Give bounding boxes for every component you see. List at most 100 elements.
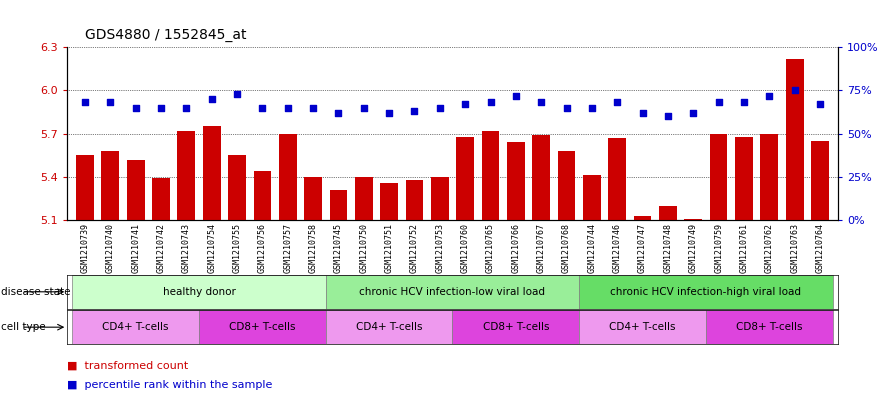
Bar xyxy=(532,135,550,220)
Bar xyxy=(452,310,579,344)
Point xyxy=(458,101,472,107)
Text: cell type: cell type xyxy=(1,322,46,332)
Bar xyxy=(685,219,702,220)
Text: healthy donor: healthy donor xyxy=(162,287,236,297)
Text: GSM1210753: GSM1210753 xyxy=(435,223,444,273)
Bar xyxy=(126,160,144,220)
Point xyxy=(332,110,346,116)
Point xyxy=(534,99,548,106)
Text: GSM1210765: GSM1210765 xyxy=(486,223,495,273)
Text: GSM1210742: GSM1210742 xyxy=(157,223,166,273)
Bar xyxy=(710,134,728,220)
Text: ■  percentile rank within the sample: ■ percentile rank within the sample xyxy=(67,380,272,390)
Text: GSM1210764: GSM1210764 xyxy=(815,223,824,273)
Text: GSM1210740: GSM1210740 xyxy=(106,223,115,273)
Bar xyxy=(786,59,804,220)
Text: GSM1210746: GSM1210746 xyxy=(613,223,622,273)
Text: GDS4880 / 1552845_at: GDS4880 / 1552845_at xyxy=(85,28,246,42)
Bar xyxy=(507,142,525,220)
Point xyxy=(788,87,802,94)
Bar xyxy=(431,177,449,220)
Text: CD8+ T-cells: CD8+ T-cells xyxy=(483,322,549,332)
Bar xyxy=(557,151,575,220)
Text: GSM1210760: GSM1210760 xyxy=(461,223,470,273)
Text: GSM1210762: GSM1210762 xyxy=(765,223,774,273)
Point xyxy=(737,99,751,106)
Bar xyxy=(579,275,832,309)
Text: GSM1210741: GSM1210741 xyxy=(131,223,140,273)
Bar xyxy=(199,310,326,344)
Text: CD4+ T-cells: CD4+ T-cells xyxy=(102,322,168,332)
Point xyxy=(357,105,371,111)
Point xyxy=(711,99,726,106)
Text: GSM1210745: GSM1210745 xyxy=(334,223,343,273)
Bar xyxy=(406,180,423,220)
Point xyxy=(306,105,320,111)
Text: GSM1210752: GSM1210752 xyxy=(410,223,419,273)
Bar xyxy=(326,275,579,309)
Bar xyxy=(73,275,326,309)
Text: GSM1210747: GSM1210747 xyxy=(638,223,647,273)
Point xyxy=(408,108,422,114)
Point xyxy=(280,105,295,111)
Bar xyxy=(305,177,322,220)
Point xyxy=(382,110,396,116)
Bar xyxy=(76,155,94,220)
Bar xyxy=(735,136,753,220)
Text: CD8+ T-cells: CD8+ T-cells xyxy=(737,322,803,332)
Point xyxy=(154,105,168,111)
Bar xyxy=(583,175,600,220)
Text: GSM1210743: GSM1210743 xyxy=(182,223,191,273)
Point xyxy=(483,99,497,106)
Point xyxy=(610,99,625,106)
Text: disease state: disease state xyxy=(1,287,71,297)
Bar xyxy=(73,310,199,344)
Bar xyxy=(254,171,271,220)
Text: GSM1210766: GSM1210766 xyxy=(512,223,521,273)
Text: GSM1210758: GSM1210758 xyxy=(308,223,317,273)
Bar xyxy=(579,310,706,344)
Text: GSM1210761: GSM1210761 xyxy=(739,223,748,273)
Text: GSM1210744: GSM1210744 xyxy=(588,223,597,273)
Point xyxy=(78,99,92,106)
Text: GSM1210749: GSM1210749 xyxy=(689,223,698,273)
Text: GSM1210767: GSM1210767 xyxy=(537,223,546,273)
Text: GSM1210768: GSM1210768 xyxy=(562,223,571,273)
Bar xyxy=(456,136,474,220)
Bar xyxy=(608,138,626,220)
Bar xyxy=(706,310,832,344)
Bar xyxy=(177,131,195,220)
Point xyxy=(559,105,573,111)
Point xyxy=(509,92,523,99)
Text: GSM1210754: GSM1210754 xyxy=(207,223,216,273)
Point xyxy=(635,110,650,116)
Text: GSM1210739: GSM1210739 xyxy=(81,223,90,273)
Point xyxy=(179,105,194,111)
Point xyxy=(230,91,245,97)
Bar xyxy=(811,141,829,220)
Bar xyxy=(482,131,499,220)
Text: chronic HCV infection-high viral load: chronic HCV infection-high viral load xyxy=(610,287,801,297)
Bar xyxy=(761,134,779,220)
Point xyxy=(813,101,827,107)
Point xyxy=(204,96,219,102)
Text: GSM1210751: GSM1210751 xyxy=(384,223,393,273)
Text: GSM1210756: GSM1210756 xyxy=(258,223,267,273)
Bar xyxy=(326,310,452,344)
Bar xyxy=(228,155,246,220)
Bar xyxy=(152,178,170,220)
Point xyxy=(433,105,447,111)
Text: GSM1210750: GSM1210750 xyxy=(359,223,368,273)
Text: GSM1210748: GSM1210748 xyxy=(663,223,672,273)
Bar xyxy=(633,216,651,220)
Point xyxy=(686,110,701,116)
Bar xyxy=(330,190,348,220)
Text: GSM1210759: GSM1210759 xyxy=(714,223,723,273)
Text: chronic HCV infection-low viral load: chronic HCV infection-low viral load xyxy=(359,287,546,297)
Point xyxy=(255,105,270,111)
Bar xyxy=(279,134,297,220)
Point xyxy=(762,92,777,99)
Bar xyxy=(101,151,119,220)
Point xyxy=(660,113,675,119)
Bar xyxy=(355,177,373,220)
